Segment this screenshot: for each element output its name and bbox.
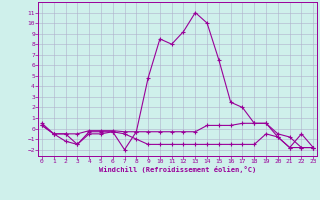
X-axis label: Windchill (Refroidissement éolien,°C): Windchill (Refroidissement éolien,°C) xyxy=(99,166,256,173)
